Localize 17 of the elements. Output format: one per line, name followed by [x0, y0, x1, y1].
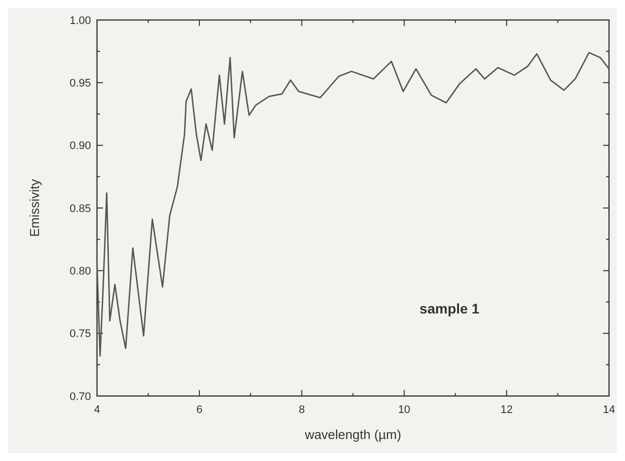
x-tick-label: 6 [196, 404, 202, 416]
x-tick-label: 10 [398, 404, 410, 416]
x-tick-label: 8 [298, 404, 305, 416]
y-tick-label: 0.80 [70, 266, 91, 278]
y-tick-label: 0.75 [70, 328, 91, 340]
x-tick-label: 4 [94, 404, 100, 416]
x-axis-title: wavelength (µm) [304, 427, 402, 442]
y-tick-label: 0.85 [70, 202, 91, 215]
x-tick-label: 14 [602, 404, 616, 416]
y-axis-title: Emissivity [27, 178, 42, 237]
x-tick-label: 12 [500, 404, 513, 416]
y-tick-label: 0.70 [70, 390, 91, 403]
annotation: sample 1 [420, 300, 480, 316]
y-tick-label: 1.00 [70, 14, 91, 27]
y-tick-label: 0.90 [70, 140, 91, 152]
y-tick-label: 0.95 [70, 78, 91, 90]
line-series [96, 52, 610, 357]
